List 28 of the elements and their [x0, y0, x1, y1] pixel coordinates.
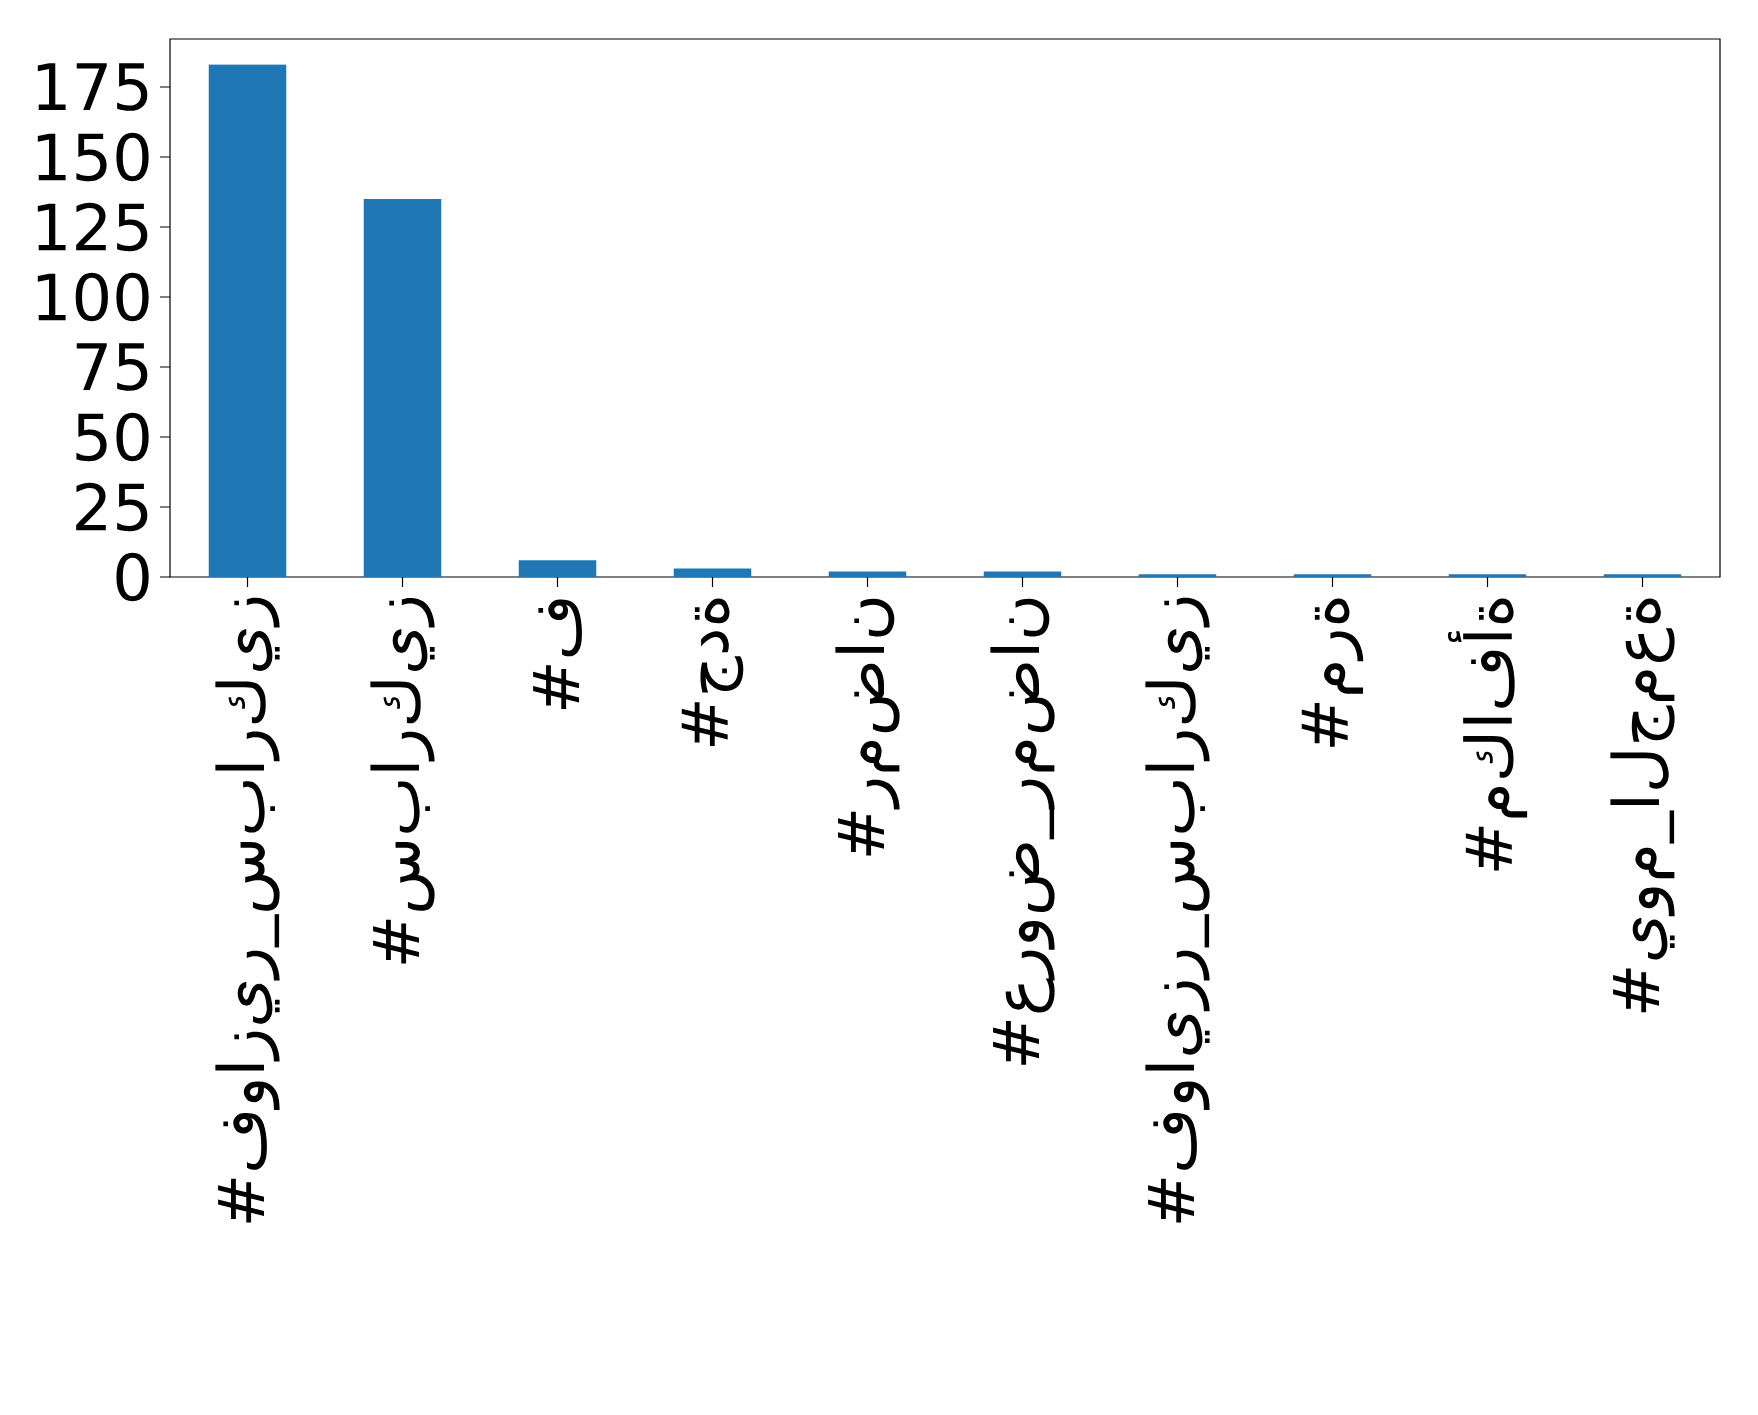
bar	[208, 64, 287, 577]
bar	[983, 571, 1062, 577]
y-tick-label: 75	[76, 343, 148, 391]
y-tick-label: 175	[37, 63, 148, 111]
y-tick-label: 50	[76, 412, 149, 462]
y-tick-label: 125	[37, 202, 148, 252]
y-tick-label: 25	[76, 482, 148, 532]
x-tick-label: #فوايزر_سباركيز	[1145, 597, 1210, 1223]
bar	[1603, 574, 1682, 577]
x-tick-label: #عروض_رمضان	[990, 598, 1055, 1065]
bar	[673, 568, 752, 577]
x-tick-label: #فوازير_سباركيز	[215, 597, 280, 1223]
x-tick-label: #رمضان	[835, 598, 900, 856]
bar	[1138, 574, 1217, 577]
bar	[1293, 574, 1372, 577]
bar	[363, 199, 442, 577]
bar	[518, 560, 597, 577]
x-tick-label: #ف	[533, 599, 582, 710]
x-tick-label: #مكافأة	[1447, 598, 1528, 871]
x-tick-label: #مرة	[1301, 598, 1364, 747]
x-tick-label: #جدة	[681, 598, 744, 747]
y-tick-label: 150	[37, 132, 149, 182]
y-tick-label: 100	[37, 272, 149, 322]
x-tick-label: #سباركيز	[370, 597, 435, 964]
y-tick-label: 0	[116, 552, 149, 602]
x-tick-label: #يوم_الجمعة	[1610, 598, 1675, 1013]
bar	[828, 571, 907, 577]
bar	[1448, 574, 1527, 577]
